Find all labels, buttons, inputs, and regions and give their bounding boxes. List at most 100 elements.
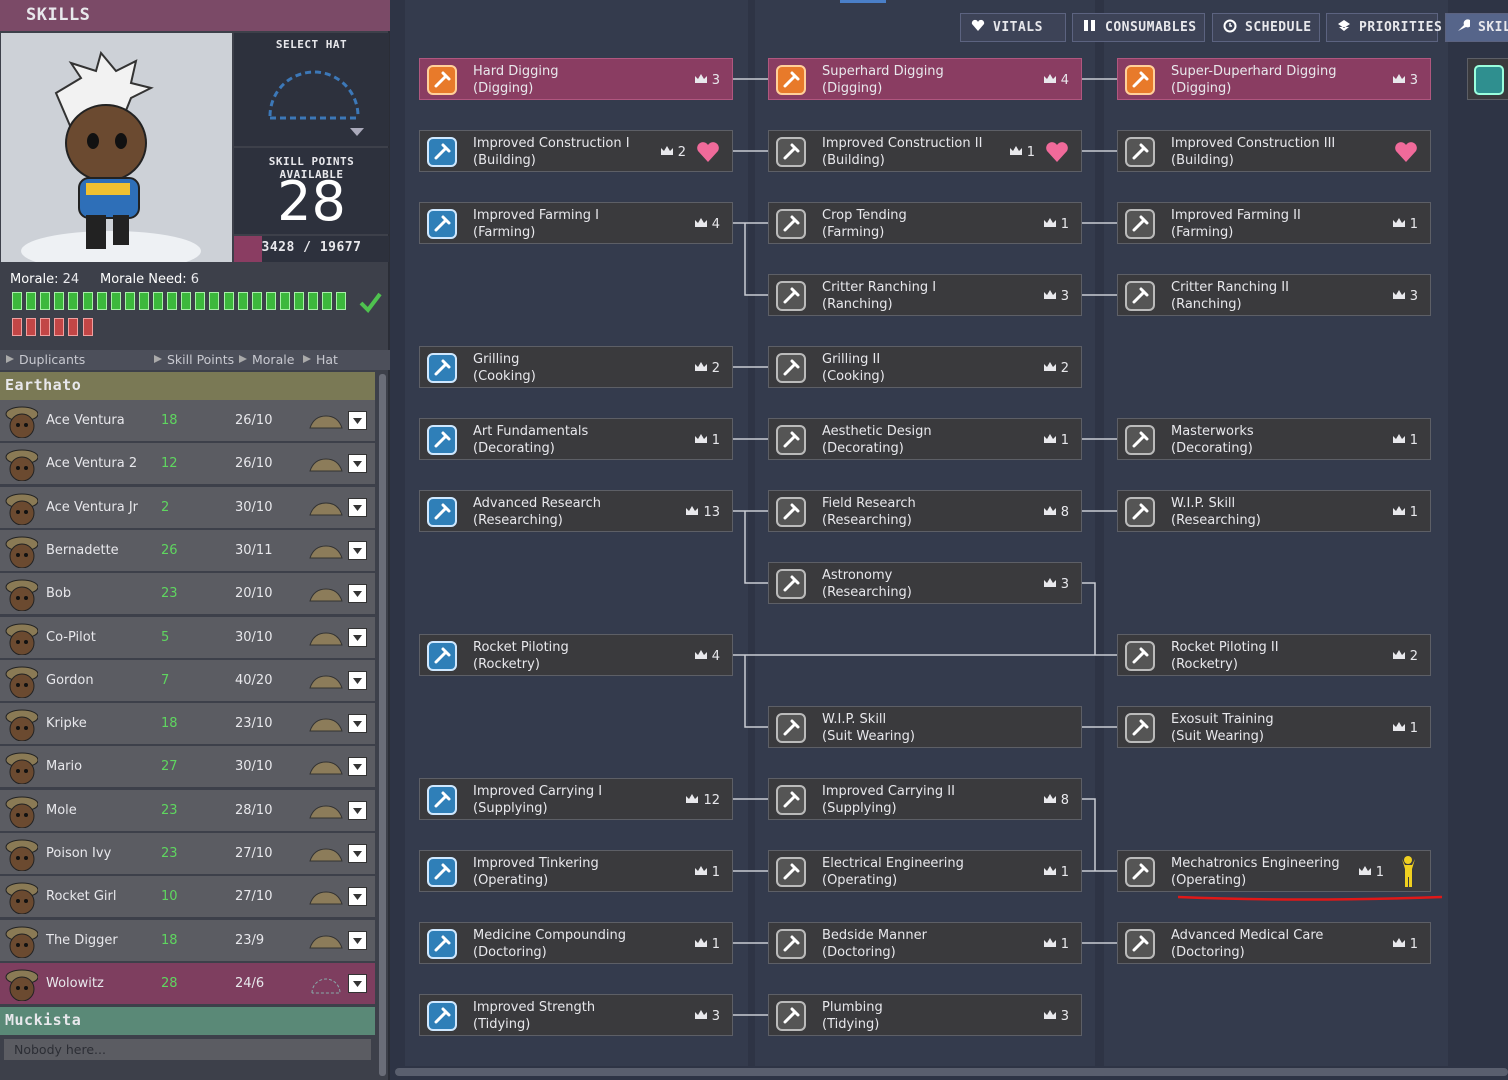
skill-node[interactable]: Improved Construction II (Building) 1 [768,130,1082,172]
column-header[interactable]: Skill Points [153,352,234,367]
crown-icon [1358,864,1372,880]
skill-group: (Supplying) [473,801,548,816]
h-scrollbar[interactable] [395,1068,1508,1076]
skill-node[interactable]: Bedside Manner (Doctoring) 1 [768,922,1082,964]
skill-count: 2 [660,144,686,160]
skill-node[interactable]: Improved Carrying II (Supplying) 8 [768,778,1082,820]
tab[interactable]: PRIORITIES [1326,13,1442,42]
skill-node[interactable]: Critter Ranching I (Ranching) 3 [768,274,1082,316]
xp-bar [234,236,389,262]
hat-dropdown[interactable] [348,714,367,734]
skill-node[interactable]: Advanced Medical Care (Doctoring) 1 [1117,922,1431,964]
crown-icon [685,504,699,520]
morale: 30/11 [235,542,273,558]
skill-node[interactable]: W.I.P. Skill (Researching) 1 [1117,490,1431,532]
hat-dropdown[interactable] [348,670,367,690]
hat-dropdown[interactable] [348,627,367,647]
skill-node[interactable]: Improved Carrying I (Supplying) 12 [419,778,733,820]
skill-node[interactable]: Field Research (Researching) 8 [768,490,1082,532]
duplicant-row[interactable]: Ace Ventura 2 12 26/10 [0,443,375,485]
tab[interactable]: SCHEDULE [1212,13,1320,42]
morale-box [54,292,65,310]
hat-dropdown[interactable] [348,844,367,863]
skill-group: (Farming) [822,225,885,240]
hat-icon [308,410,344,432]
skill-icon [1125,641,1155,671]
tab[interactable]: CONSUMABLES [1072,13,1205,42]
hat-box[interactable] [234,33,389,146]
skill-node[interactable]: Art Fundamentals (Decorating) 1 [419,418,733,460]
hat-dropdown[interactable] [348,497,367,517]
skill-node[interactable]: Rocket Piloting (Rocketry) 4 [419,634,733,676]
skill-count: 3 [1392,72,1418,88]
column-header[interactable]: Hat [302,352,338,367]
cursor-figure [1398,855,1418,893]
duplicant-row[interactable]: Bob 23 20/10 [0,573,375,615]
skill-node[interactable]: Superhard Digging (Digging) 4 [768,58,1082,100]
duplicant-row[interactable]: Bernadette 26 30/11 [0,529,375,571]
skill-node[interactable]: Advanced Research (Researching) 13 [419,490,733,532]
skill-group: (Decorating) [473,441,555,456]
skill-node[interactable]: Improved Tinkering (Operating) 1 [419,850,733,892]
hat-dropdown[interactable] [348,540,367,560]
morale: 30/10 [235,629,273,645]
skill-node[interactable]: Masterworks (Decorating) 1 [1117,418,1431,460]
duplicant-row[interactable]: Rocket Girl 10 27/10 [0,876,375,918]
skill-name: Advanced Research [473,496,601,511]
duplicant-row[interactable]: Mario 27 30/10 [0,746,375,788]
skill-group: (Tidying) [473,1017,531,1032]
skill-node[interactable]: Grilling (Cooking) 2 [419,346,733,388]
morale: 26/10 [235,456,273,472]
skill-node[interactable]: Hard Digging (Digging) 3 [419,58,733,100]
duplicant-row[interactable]: Co-Pilot 5 30/10 [0,616,375,658]
skill-node[interactable]: Crop Tending (Farming) 1 [768,202,1082,244]
skill-node[interactable]: Critter Ranching II (Ranching) 3 [1117,274,1431,316]
skill-node[interactable]: Improved Construction I (Building) 2 [419,130,733,172]
duplicant-row[interactable]: Ace Ventura 18 26/10 [0,400,375,441]
skill-name: Grilling [473,352,520,367]
skill-node[interactable]: Super-Duperhard Digging (Digging) 3 [1117,58,1431,100]
skill-node[interactable]: Astronomy (Researching) 3 [768,562,1082,604]
skill-node[interactable]: W.I.P. Skill (Suit Wearing) [768,706,1082,748]
hat-dropdown[interactable] [348,411,367,430]
hat-dropdown[interactable] [348,930,367,950]
skill-count-value: 3 [711,72,720,88]
hat-dropdown[interactable] [348,757,367,777]
duplicant-row[interactable]: Gordon 7 40/20 [0,659,375,701]
hat-dropdown[interactable] [348,887,367,907]
skill-node[interactable]: Improved Farming II (Farming) 1 [1117,202,1431,244]
skill-node[interactable]: Grilling II (Cooking) 2 [768,346,1082,388]
skill-count-value: 3 [1060,288,1069,304]
group-header [0,1007,375,1035]
hat-icon [308,540,344,562]
scrollbar[interactable] [379,374,386,1076]
skill-node[interactable]: Exosuit Training (Suit Wearing) 1 [1117,706,1431,748]
column-header[interactable]: Morale [238,352,294,367]
hat-dropdown[interactable] [348,973,367,993]
skill-node[interactable]: Improved Construction III (Building) [1117,130,1431,172]
duplicant-row[interactable]: Kripke 18 23/10 [0,703,375,745]
duplicant-row[interactable]: Mole 23 28/10 [0,789,375,831]
tab[interactable]: VITALS [960,13,1066,42]
tab[interactable]: SKILLS [1445,13,1508,42]
skill-node[interactable]: Electrical Engineering (Operating) 1 [768,850,1082,892]
skill-node[interactable]: Mechatronics Engineering (Operating) 1 [1117,850,1431,892]
hat-dropdown[interactable] [348,454,367,474]
duplicant-row[interactable]: Poison Ivy 23 27/10 [0,833,375,874]
skill-node[interactable]: Improved Farming I (Farming) 4 [419,202,733,244]
duplicant-row[interactable]: Ace Ventura Jr 2 30/10 [0,486,375,528]
skill-count-value: 1 [711,432,720,448]
column-header[interactable]: Duplicants [5,352,85,367]
hat-icon [308,800,344,822]
hat-dropdown[interactable] [348,584,367,604]
skill-node[interactable]: Plumbing (Tidying) 3 [768,994,1082,1036]
crown-icon [1043,432,1057,448]
skill-node[interactable]: Improved Strength (Tidying) 3 [419,994,733,1036]
hat-dropdown[interactable] [348,800,367,820]
skill-node[interactable]: Rocket Piloting II (Rocketry) 2 [1117,634,1431,676]
duplicant-row[interactable]: The Digger 18 23/9 [0,919,375,961]
skill-points: 28 [161,975,178,991]
duplicant-row[interactable]: Wolowitz 28 24/6 [0,962,375,1004]
skill-node[interactable]: Aesthetic Design (Decorating) 1 [768,418,1082,460]
skill-node[interactable]: Medicine Compounding (Doctoring) 1 [419,922,733,964]
